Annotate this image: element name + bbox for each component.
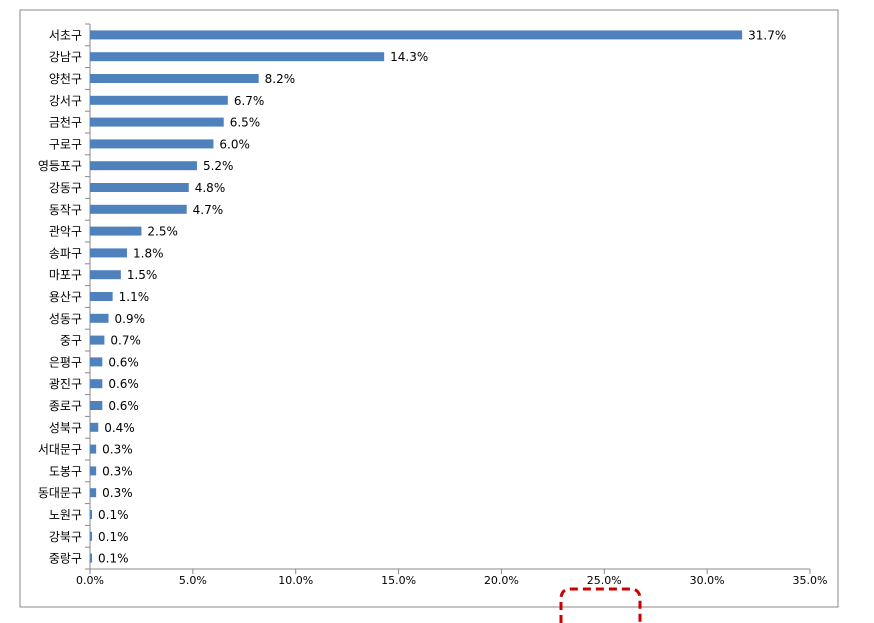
y-tick-label: 송파구 — [49, 246, 82, 260]
bar — [90, 183, 189, 192]
value-label: 31.7% — [748, 28, 786, 42]
bar — [90, 553, 93, 563]
y-tick-label: 동작구 — [49, 203, 82, 217]
value-label: 0.3% — [102, 443, 132, 457]
value-label: 0.6% — [108, 399, 139, 413]
bar — [90, 313, 109, 323]
x-tick-label: 0.0% — [76, 574, 104, 587]
bar — [90, 422, 99, 432]
highlight-marker — [559, 587, 642, 623]
value-label: 0.3% — [102, 486, 132, 500]
x-tick-label: 35.0% — [793, 574, 828, 587]
bar — [90, 466, 97, 476]
value-label: 0.7% — [110, 334, 140, 348]
bar — [90, 204, 187, 214]
y-tick-label: 강서구 — [49, 94, 82, 108]
value-label: 6.0% — [219, 137, 250, 151]
value-label: 2.5% — [147, 225, 178, 239]
y-tick-label: 강북구 — [49, 530, 82, 544]
value-label: 14.3% — [390, 50, 428, 64]
bar — [90, 488, 97, 498]
bar — [90, 379, 103, 389]
y-tick-label: 은평구 — [49, 355, 82, 369]
bar — [90, 161, 197, 171]
y-tick-label: 강동구 — [49, 181, 82, 195]
y-tick-label: 금천구 — [49, 115, 82, 130]
bar — [90, 531, 93, 541]
value-label: 0.4% — [104, 421, 135, 435]
y-tick-label: 종로구 — [49, 399, 82, 413]
bar — [90, 444, 97, 454]
value-label: 0.3% — [102, 464, 132, 478]
bar — [90, 292, 113, 301]
y-tick-label: 중랑구 — [49, 552, 82, 566]
y-tick-label: 구로구 — [49, 137, 82, 151]
value-label: 5.2% — [203, 159, 234, 173]
y-tick-label: 중구 — [60, 334, 82, 348]
bar — [90, 226, 142, 236]
value-label: 4.7% — [193, 203, 224, 217]
chart-frame — [19, 9, 839, 608]
value-label: 1.1% — [119, 290, 150, 304]
y-tick-label: 서대문구 — [38, 443, 82, 457]
y-tick-label: 양천구 — [49, 71, 82, 86]
x-tick-label: 30.0% — [690, 574, 725, 587]
y-tick-label: 광진구 — [49, 377, 82, 391]
value-label: 6.7% — [234, 94, 264, 108]
bar — [90, 357, 103, 367]
bar — [90, 401, 103, 410]
value-label: 0.1% — [98, 552, 129, 566]
x-tick-label: 20.0% — [484, 574, 519, 587]
value-label: 1.8% — [133, 246, 164, 260]
bar — [90, 95, 228, 105]
bar — [90, 52, 385, 62]
value-label: 0.1% — [98, 508, 129, 522]
x-tick-label: 15.0% — [381, 574, 416, 587]
value-label: 8.2% — [265, 72, 296, 86]
x-tick-label: 25.0% — [587, 574, 622, 587]
bar — [90, 270, 121, 280]
value-label: 0.6% — [108, 355, 139, 369]
bar — [90, 117, 224, 127]
y-tick-label: 도봉구 — [49, 464, 82, 478]
y-tick-label: 강남구 — [49, 50, 82, 64]
x-tick-label: 10.0% — [278, 574, 313, 587]
value-label: 0.1% — [98, 530, 129, 544]
bar — [90, 139, 214, 149]
y-tick-label: 노원구 — [49, 508, 82, 522]
y-tick-label: 성북구 — [49, 421, 82, 435]
y-tick-label: 관악구 — [49, 225, 82, 239]
y-tick-label: 동대문구 — [38, 486, 82, 500]
x-tick-label: 5.0% — [179, 574, 207, 587]
y-tick-label: 서초구 — [49, 28, 82, 42]
value-label: 1.5% — [127, 268, 158, 282]
y-tick-label: 마포구 — [49, 268, 82, 282]
y-tick-label: 용산구 — [49, 290, 82, 304]
value-label: 6.5% — [230, 116, 261, 130]
value-label: 4.8% — [195, 181, 226, 195]
y-tick-label: 영등포구 — [38, 159, 82, 173]
bar — [90, 74, 259, 83]
bar — [90, 248, 128, 258]
y-tick-label: 성동구 — [49, 312, 82, 326]
value-label: 0.9% — [115, 312, 146, 326]
bar — [90, 30, 743, 40]
bar — [90, 335, 105, 345]
bar — [90, 510, 93, 519]
value-label: 0.6% — [108, 377, 139, 391]
